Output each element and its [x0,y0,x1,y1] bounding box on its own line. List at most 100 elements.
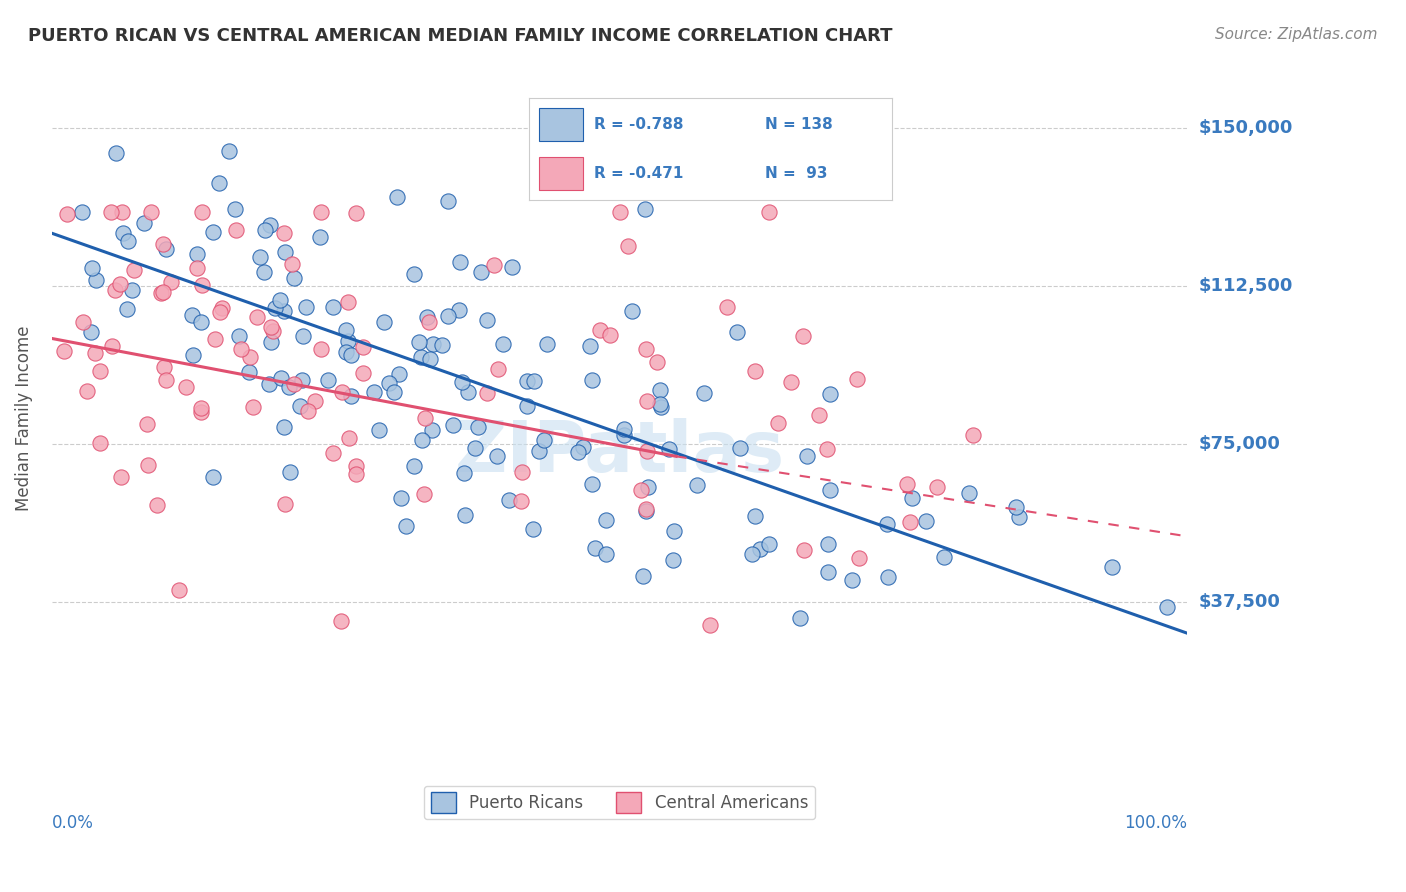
Legend: Puerto Ricans, Central Americans: Puerto Ricans, Central Americans [425,786,815,820]
Point [464,441,486,455]
Point [270,371,292,385]
Point [581,476,603,491]
Point [388,367,411,381]
Point [204,332,226,346]
Point [447,302,470,317]
Point [337,294,360,309]
Point [467,420,489,434]
Point [100,205,122,219]
Point [1101,559,1123,574]
Point [453,466,475,480]
Point [436,309,458,323]
Point [344,467,367,481]
Point [699,618,721,632]
Point [599,327,621,342]
Point [631,569,654,583]
Point [115,301,138,316]
Point [160,275,183,289]
Point [253,265,276,279]
Point [382,385,405,400]
Point [650,400,672,414]
Point [817,537,839,551]
Text: $75,000: $75,000 [1198,434,1279,453]
Point [533,433,555,447]
Point [748,541,770,556]
Point [228,329,250,343]
Point [932,550,955,565]
Point [352,341,374,355]
Point [291,373,314,387]
Point [818,387,841,401]
Point [336,334,359,349]
Point [758,536,780,550]
Point [104,146,127,161]
Point [72,315,94,329]
Point [578,339,600,353]
Point [637,480,659,494]
Point [100,339,122,353]
Y-axis label: Median Family Income: Median Family Income [15,326,32,511]
Point [516,399,538,413]
Point [527,443,550,458]
Point [792,328,814,343]
Point [146,498,169,512]
Point [89,435,111,450]
Point [273,304,295,318]
Point [246,310,269,324]
Point [841,573,863,587]
Point [281,257,304,271]
Point [231,342,253,356]
Text: PUERTO RICAN VS CENTRAL AMERICAN MEDIAN FAMILY INCOME CORRELATION CHART: PUERTO RICAN VS CENTRAL AMERICAN MEDIAN … [28,27,893,45]
Point [636,394,658,409]
Point [664,524,686,538]
Point [110,470,132,484]
Point [84,273,107,287]
Point [117,234,139,248]
Point [104,283,127,297]
Point [260,320,283,334]
Point [415,410,437,425]
Point [278,465,301,479]
Point [896,477,918,491]
Point [501,260,523,275]
Point [595,548,617,562]
Point [796,450,818,464]
Point [367,423,389,437]
Point [450,254,472,268]
Point [309,342,332,356]
Point [650,384,672,398]
Point [522,522,544,536]
Point [190,315,212,329]
Point [269,293,291,307]
Point [335,323,357,337]
Point [254,223,277,237]
Point [139,205,162,219]
Point [316,373,339,387]
Point [181,308,204,322]
Point [647,355,669,369]
Point [536,337,558,351]
Point [89,363,111,377]
Point [617,239,640,253]
Point [297,403,319,417]
Point [482,258,505,272]
Point [340,348,363,362]
Text: 100.0%: 100.0% [1123,814,1187,832]
Point [404,458,426,473]
Point [202,225,225,239]
Point [450,375,472,389]
Point [808,409,831,423]
Point [273,245,295,260]
Point [169,582,191,597]
Text: ZIPatlas: ZIPatlas [454,418,785,487]
Point [339,389,361,403]
Point [283,376,305,391]
Point [308,229,330,244]
Point [523,374,546,388]
Text: 0.0%: 0.0% [52,814,94,832]
Point [470,265,492,279]
Point [155,242,177,256]
Point [249,250,271,264]
Point [441,417,464,432]
Point [322,446,344,460]
